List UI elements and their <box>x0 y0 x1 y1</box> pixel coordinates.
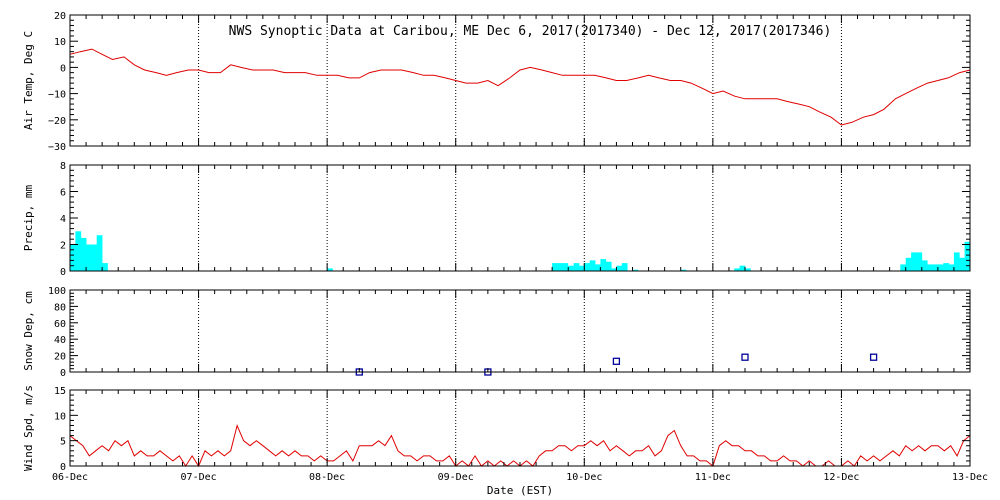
y-tick-label: 6 <box>60 188 66 199</box>
precip-bar <box>900 264 907 271</box>
y-axis-label-precip: Precip, mm <box>22 185 35 252</box>
y-tick-label: 60 <box>54 319 66 330</box>
precip-bar <box>964 241 971 271</box>
precip-bar <box>916 252 923 271</box>
y-axis-label-wind: Wind Spd, m/s <box>22 385 35 471</box>
y-tick-label: 10 <box>54 411 66 422</box>
y-axis-label-snow: Snow Dep, cm <box>22 291 35 371</box>
precip-bar <box>568 265 574 271</box>
y-tick-label: 2 <box>60 241 66 252</box>
precip-bar <box>680 269 687 271</box>
precip-bar <box>605 261 612 271</box>
y-tick-label: −30 <box>48 142 66 153</box>
y-tick-label: 15 <box>54 386 66 397</box>
precip-bar <box>948 264 955 271</box>
y-tick-label: 0 <box>60 462 66 473</box>
panel-air_temp: 20 10 0 −10 −20 −30 Air Temp, Deg C <box>22 11 971 153</box>
snow-depth-point <box>612 357 621 365</box>
precip-bar <box>578 265 585 271</box>
precip-bar <box>557 263 564 271</box>
precip-bar <box>86 244 92 271</box>
precip-bar <box>600 259 607 271</box>
precip-bar <box>595 264 601 271</box>
precip-bar <box>739 265 746 271</box>
panel-frame <box>69 164 971 272</box>
air_temp-series-line <box>69 48 971 126</box>
x-tick-label: 09-Dec <box>438 472 474 483</box>
y-tick-label: 5 <box>60 437 66 448</box>
x-tick-label: 11-Dec <box>695 472 731 483</box>
y-tick-label: 0 <box>60 63 66 74</box>
wind-series-line <box>69 423 971 468</box>
y-tick-label: 8 <box>60 161 66 172</box>
precip-bar <box>616 265 623 271</box>
x-tick-labels: 06-Dec 07-Dec 08-Dec 09-Dec 10-Dec 11-Dec 12-D… <box>52 472 988 483</box>
precip-bar <box>621 263 628 271</box>
precip-bar <box>96 235 103 271</box>
x-tick-label: 10-Dec <box>566 472 602 483</box>
panel-snow: 100 80 60 40 20 0 Snow Dep, cm <box>22 286 971 379</box>
precip-bar <box>911 252 917 271</box>
y-tick-label: 80 <box>54 302 66 313</box>
precip-bar <box>905 257 912 272</box>
precip-bar <box>943 263 950 271</box>
precip-bar <box>91 244 98 271</box>
precip-bar <box>937 264 944 271</box>
precip-bar <box>611 268 617 271</box>
precip-bar <box>632 269 639 271</box>
snow-depth-point <box>741 353 749 361</box>
y-tick-label: 20 <box>54 11 66 22</box>
x-tick-label: 13-Dec <box>952 472 988 483</box>
y-tick-label: 0 <box>60 267 66 278</box>
precip-bar <box>959 257 966 272</box>
y-tick-label: 0 <box>60 368 66 379</box>
y-tick-label: 4 <box>60 214 66 225</box>
precip-bar <box>573 263 580 271</box>
precip-bar <box>734 268 741 271</box>
precip-bar <box>327 268 333 271</box>
x-axis-label: Date (EST) <box>487 484 553 497</box>
precip-bar <box>932 264 939 271</box>
chart-title: NWS Synoptic Data at Caribou, ME Dec 6, … <box>229 24 832 39</box>
x-tick-label: 08-Dec <box>309 472 345 483</box>
y-tick-label: 10 <box>54 37 66 48</box>
y-tick-label: 20 <box>54 352 66 363</box>
precip-bar <box>102 263 108 271</box>
panel-wind: 15 10 5 0 Wind Spd, m/s <box>22 385 971 473</box>
precip-bar <box>927 264 933 271</box>
precip-bar <box>589 260 596 271</box>
panel-precip: 8 6 4 2 0 Precip, mm <box>22 161 971 278</box>
precip-bar <box>70 244 76 271</box>
y-tick-label: −10 <box>48 90 66 101</box>
y-tick-label: −20 <box>48 116 66 127</box>
x-tick-label: 12-Dec <box>823 472 859 483</box>
y-tick-label: 40 <box>54 335 66 346</box>
precip-bar <box>921 260 928 271</box>
panel-frame <box>69 389 971 467</box>
y-tick-label: 100 <box>48 286 66 297</box>
precip-bar <box>745 268 751 271</box>
precip-bar <box>552 263 558 271</box>
precip-bar <box>80 237 87 271</box>
panel-frame <box>69 289 971 373</box>
snow-depth-point <box>869 353 878 361</box>
precip-bar <box>953 252 960 271</box>
x-tick-label: 06-Dec <box>52 472 88 483</box>
x-tick-label: 07-Dec <box>181 472 217 483</box>
y-axis-label-air_temp: Air Temp, Deg C <box>22 31 35 130</box>
precip-bar <box>562 263 569 271</box>
precip-bar <box>75 231 82 272</box>
precip-bar <box>584 263 591 271</box>
